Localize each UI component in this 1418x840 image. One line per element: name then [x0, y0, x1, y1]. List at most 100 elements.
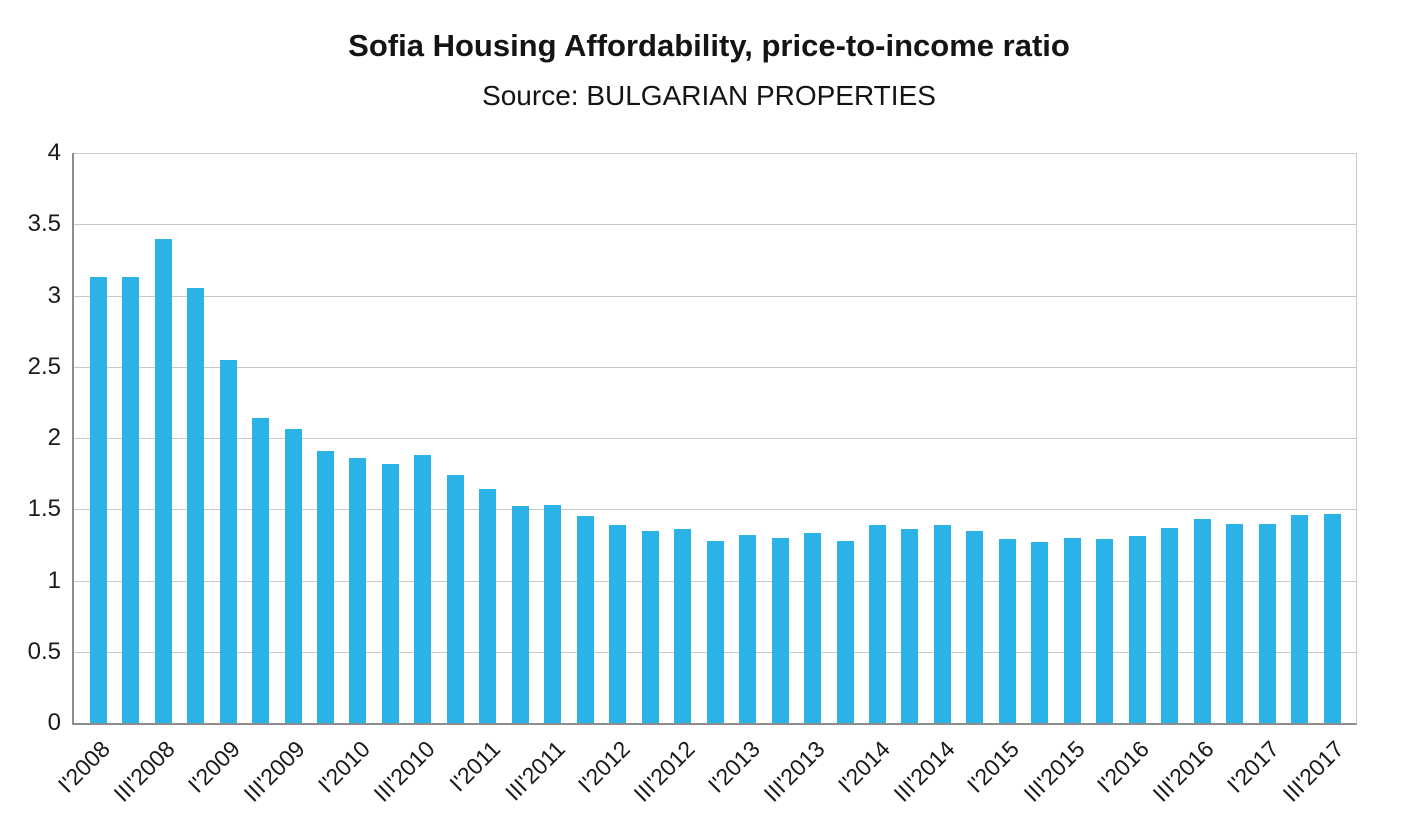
bar-slot — [764, 153, 796, 723]
bar — [381, 463, 399, 723]
y-axis-tick-label: 1 — [47, 566, 61, 594]
gridline — [74, 366, 1356, 368]
x-axis-tick-label: I'2016 — [1092, 735, 1155, 798]
x-axis-tick-label: I'2010 — [312, 735, 375, 798]
x-axis-tick-label: I'2017 — [1221, 735, 1285, 798]
bar — [1128, 536, 1146, 723]
y-axis-tick-label: 2 — [47, 424, 61, 451]
y-axis-tick-label: 0.5 — [27, 637, 61, 665]
bar — [89, 276, 107, 723]
x-axis-tick-label: I'2011 — [443, 735, 505, 797]
bar — [1031, 542, 1049, 723]
bar-slot: III'2015 — [1018, 153, 1089, 807]
x-axis-tick-label: III'2010 — [368, 735, 440, 807]
y-axis-tick-label: 1.5 — [27, 495, 61, 523]
plot-area: I'2008 III'2008 I'2009 III'2009 I'2010 III'20… — [28, 141, 1357, 807]
bar-slot — [829, 153, 861, 723]
bar — [674, 529, 692, 723]
bar-slot: III'2012 — [628, 153, 700, 807]
x-axis-tick-label: III'2008 — [108, 735, 181, 807]
bar — [1258, 523, 1276, 723]
bar — [154, 238, 172, 723]
bar — [1323, 513, 1341, 723]
bar-slot: I'2009 — [183, 153, 245, 798]
bar — [933, 524, 951, 723]
bar-slot — [374, 153, 406, 723]
bar-slot: III'2011 — [500, 153, 570, 806]
bar-slot: III'2010 — [369, 153, 440, 807]
bar — [284, 429, 302, 723]
bar-slot — [894, 153, 926, 723]
bar-slot — [1089, 153, 1121, 723]
gridline — [74, 224, 1356, 226]
gridline — [74, 509, 1356, 511]
x-axis-tick-label: III'2017 — [1277, 735, 1350, 807]
x-axis-tick-label: I'2012 — [572, 735, 635, 798]
bar-slot — [309, 153, 341, 723]
bar — [771, 537, 789, 723]
bar — [1226, 523, 1244, 723]
y-axis-tick-label: 4 — [47, 139, 61, 166]
bar — [998, 539, 1016, 723]
bar — [187, 288, 205, 723]
bar — [576, 516, 594, 723]
bar-slot: III'2009 — [239, 153, 310, 807]
bar-slot: III'2017 — [1278, 153, 1349, 807]
bar-slot — [1283, 153, 1315, 723]
x-axis-tick-label: I'2014 — [832, 735, 895, 798]
bar-slot: I'2011 — [444, 153, 505, 797]
bar — [122, 276, 140, 723]
bar — [966, 530, 984, 723]
bar — [544, 504, 562, 723]
bar-slot: III'2013 — [758, 153, 830, 807]
bar-slot: III'2016 — [1148, 153, 1219, 807]
x-axis-tick-label: I'2008 — [53, 735, 116, 798]
bar — [1096, 539, 1114, 723]
bar — [868, 524, 886, 723]
bar-slot: III'2014 — [888, 153, 959, 807]
bar-slot: I'2016 — [1092, 153, 1154, 798]
bar-slot: I'2015 — [962, 153, 1024, 798]
x-axis-tick-label: III'2009 — [238, 735, 311, 807]
x-axis-tick-label: I'2013 — [702, 735, 765, 798]
x-axis-tick-label: III'2012 — [628, 735, 700, 807]
bar-slot: I'2010 — [313, 153, 375, 798]
x-axis-tick-label: I'2009 — [182, 735, 246, 798]
bar-slot: III'2008 — [109, 153, 180, 807]
bar-slot — [1218, 153, 1250, 723]
x-axis-tick-label: III'2015 — [1018, 735, 1090, 807]
gridline — [74, 295, 1356, 297]
bar — [219, 359, 237, 723]
bar — [252, 418, 270, 723]
bar-slot: I'2012 — [573, 153, 635, 798]
bar — [1161, 527, 1179, 723]
bar-slot — [959, 153, 991, 723]
x-axis-tick-label: III'2013 — [758, 735, 830, 807]
bar — [317, 450, 335, 723]
bar-slot: I'2013 — [702, 153, 765, 798]
bar — [1063, 537, 1081, 723]
bar-slot — [634, 153, 666, 723]
bar-slot — [439, 153, 471, 723]
bar — [706, 540, 724, 723]
gridline — [74, 438, 1356, 439]
bar-slot: I'2017 — [1222, 153, 1284, 798]
bar — [609, 524, 627, 723]
y-axis-tick-label: 2.5 — [27, 352, 61, 380]
bar-slot — [699, 153, 731, 723]
y-axis-tick-label: 3 — [47, 281, 61, 309]
bar — [1193, 519, 1211, 723]
gridline — [74, 153, 1356, 154]
bar — [446, 475, 464, 723]
bar-slot — [504, 153, 536, 723]
bar-slot — [244, 153, 276, 723]
chart-title: Sofia Housing Affordability, price-to-in… — [348, 28, 1070, 63]
bar-slot — [179, 153, 211, 723]
bar-slot — [1024, 153, 1056, 723]
bar — [836, 540, 854, 723]
bar — [414, 455, 432, 723]
bar — [739, 534, 757, 723]
chart-subtitle: Source: BULGARIAN PROPERTIES — [482, 80, 936, 111]
bar-slot: I'2014 — [832, 153, 894, 798]
